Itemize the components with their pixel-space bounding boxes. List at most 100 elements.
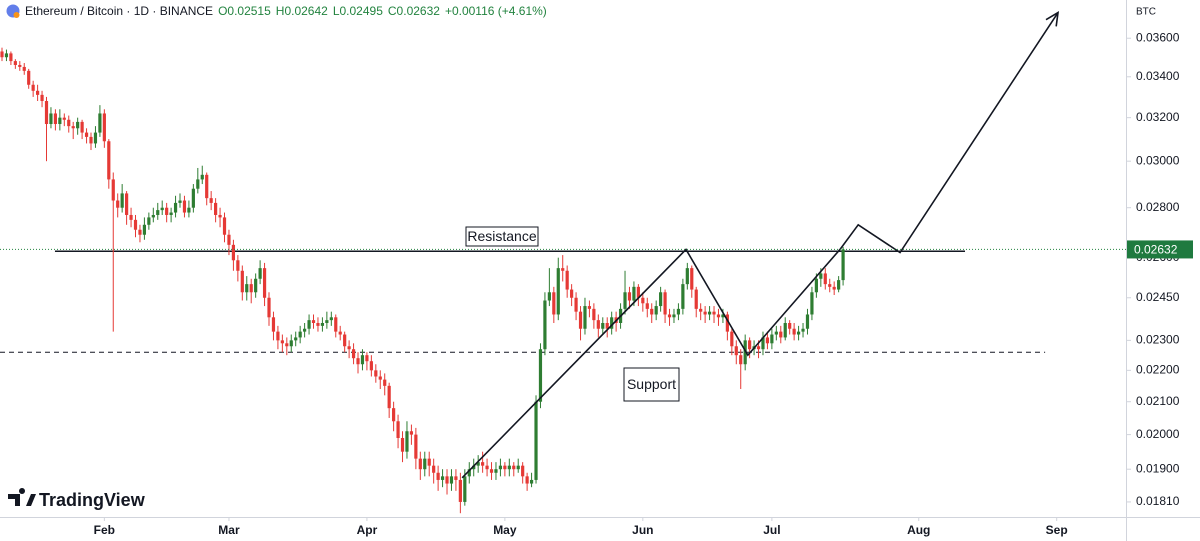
candle-body [222,217,227,235]
candle-body [125,193,129,215]
candle-body [592,308,596,321]
candle-body [498,465,503,470]
open-value: O0.02515 [218,4,271,18]
candle-body [654,306,658,315]
candle-body [423,458,427,470]
candle-body [196,179,200,189]
candle-body [481,462,485,466]
candle-body [440,476,445,480]
candle-body [289,340,293,347]
candle-body [396,421,400,438]
candle-body [13,61,17,65]
candle-body [303,328,307,332]
candle-body [467,469,471,477]
candle-body [503,465,507,470]
candle-body [507,465,511,470]
candle-body [743,340,747,365]
candle-body [93,132,98,144]
candle-body [570,289,574,298]
candle-body [837,280,841,290]
candle-body [338,331,342,335]
candle-body [165,207,169,215]
candle-body [311,320,316,323]
candle-body [27,70,31,85]
candle-body [712,311,716,315]
candle-body [828,284,832,287]
candle-body [205,174,209,199]
candle-body [89,136,93,144]
candle-body [565,270,569,290]
chart-header: Ethereum / Bitcoin · 1D · BINANCE O0.025… [6,4,547,18]
candle-body [694,289,698,309]
candle-body [107,141,111,180]
candle-body [387,385,391,409]
y-tick-label: 0.03200 [1136,110,1180,124]
x-tick-label: Apr [357,523,378,537]
candle-body [814,278,818,293]
candle-body [463,476,467,502]
candle-body [18,64,22,67]
candle-body [801,328,805,332]
x-tick-label: Sep [1046,523,1068,537]
y-tick-label: 0.02100 [1136,394,1180,408]
candle-body [409,431,414,435]
candle-body [521,465,525,477]
candle-body [67,119,71,127]
candle-body [262,268,267,298]
candle-body [245,284,249,293]
candle-body [142,224,147,235]
candle-body [227,234,231,245]
candle-body [641,297,645,304]
brand-name: TradingView [39,490,146,510]
candle-body [236,260,240,271]
candle-body [730,331,734,347]
candle-body [432,465,436,473]
symbol-title: Ethereum / Bitcoin · 1D · BINANCE [25,4,214,18]
candle-body [725,314,729,332]
candle-body [645,303,649,309]
candle-body [596,320,600,329]
x-tick-label: Jun [632,523,653,537]
candle-body [218,214,222,218]
candle-body [187,207,191,213]
x-tick-label: Mar [218,523,240,537]
candle-body [156,210,160,215]
candle-body [111,179,115,201]
candle-body [690,268,694,290]
candle-body [258,268,262,279]
candle-body [84,132,89,137]
candle-body [512,465,516,470]
candle-body [454,476,458,480]
btc-icon [13,12,20,18]
candle-body [53,113,58,125]
close-value: C0.02632 [387,4,440,18]
candle-body [343,334,347,347]
low-value: L0.02495 [332,4,383,18]
candle-body [129,214,133,220]
candle-body [418,458,422,470]
candle-body [832,286,836,290]
high-value: H0.02642 [275,4,328,18]
candle-body [254,278,258,293]
candle-body [765,337,770,344]
candle-body [329,317,333,321]
candle-body [703,311,707,315]
candle-body [525,476,529,484]
candle-body [356,358,360,365]
candle-body [405,431,409,452]
symbol-icon [6,4,20,18]
x-tick-label: Aug [907,523,930,537]
candle-body [547,292,551,301]
candle-body [516,465,520,470]
candle-body [770,334,774,344]
candle-body [458,479,462,502]
candle-body [414,434,418,459]
candle-body [445,476,449,484]
y-tick-label: 0.02450 [1136,290,1180,304]
support-label-box [623,367,680,402]
candle-body [240,270,244,293]
candle-body [601,322,605,329]
candle-body [761,337,765,350]
candle-body [71,126,75,129]
candle-body [734,346,738,356]
